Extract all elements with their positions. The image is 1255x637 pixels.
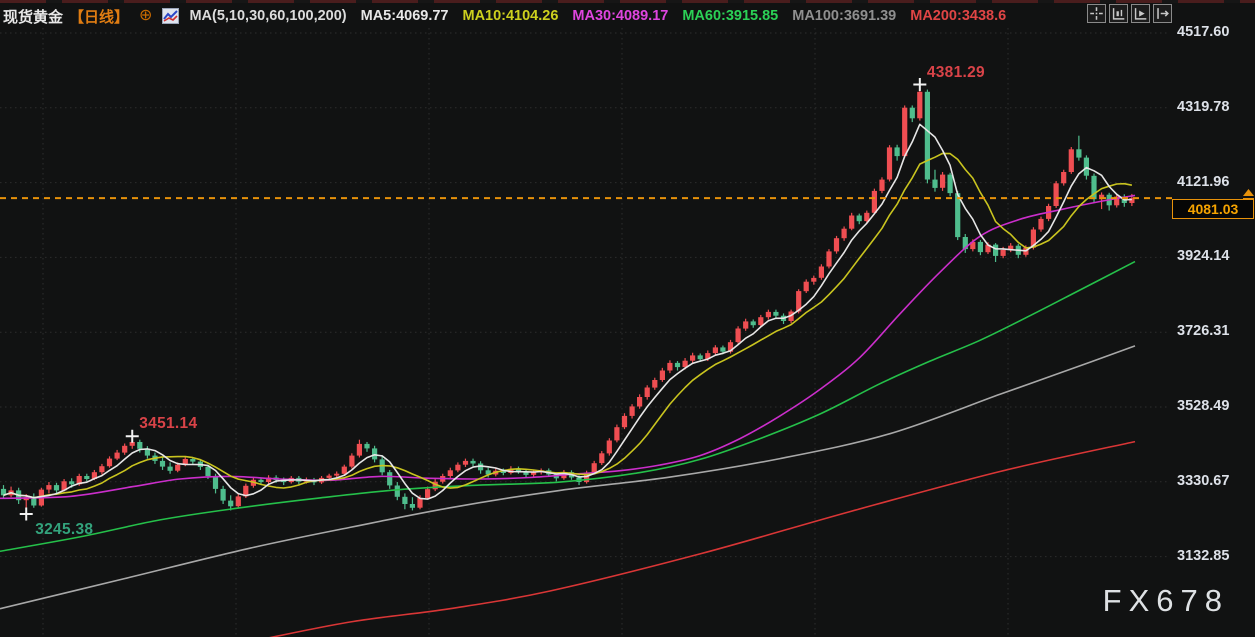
window-top-edge xyxy=(0,0,1255,3)
ma60-value: MA60:3915.85 xyxy=(682,8,779,24)
last-price-tag: 4081.03 xyxy=(1172,199,1254,219)
annotation-local-high: 3451.14 xyxy=(139,415,198,433)
y-axis-label: 3330.67 xyxy=(1177,472,1230,489)
chart-toolbar xyxy=(1087,4,1172,23)
chart-header: 现货黄金 【日线】 ⊕ MA(5,10,30,60,100,200) MA5:4… xyxy=(0,3,1255,29)
ma200-value: MA200:3438.6 xyxy=(910,8,1007,24)
annotation-swing-high: 4381.29 xyxy=(926,63,985,81)
ma10-value: MA10:4104.26 xyxy=(462,8,559,24)
axis-pointer-icon[interactable] xyxy=(1131,4,1150,23)
ma30-value: MA30:4089.17 xyxy=(572,8,669,24)
ma-group-label: MA(5,10,30,60,100,200) xyxy=(189,8,347,24)
ma100-value: MA100:3691.39 xyxy=(792,8,897,24)
ma5-value: MA5:4069.77 xyxy=(360,8,449,24)
pop-out-icon[interactable] xyxy=(1153,4,1172,23)
y-axis-label: 3528.49 xyxy=(1177,398,1230,414)
add-circle-icon[interactable]: ⊕ xyxy=(139,7,153,24)
y-axis-label: 3726.31 xyxy=(1177,323,1230,340)
period-label: 【日线】 xyxy=(69,8,130,26)
annotation-swing-low: 3245.38 xyxy=(35,521,94,539)
axis-scale-icon[interactable] xyxy=(1109,4,1128,23)
y-axis-label: 4121.96 xyxy=(1177,173,1230,190)
y-axis-label: 4319.78 xyxy=(1177,98,1230,115)
y-axis-label: 3132.85 xyxy=(1177,547,1230,564)
y-axis-label: 3924.14 xyxy=(1177,248,1230,265)
fx678-watermark: FX678 xyxy=(1102,583,1229,618)
y-axis-label: 4517.60 xyxy=(1177,24,1230,40)
mini-chart-icon[interactable] xyxy=(162,8,180,24)
symbol-title: 现货黄金 xyxy=(3,8,64,26)
move-crosshair-icon[interactable] xyxy=(1087,4,1106,23)
